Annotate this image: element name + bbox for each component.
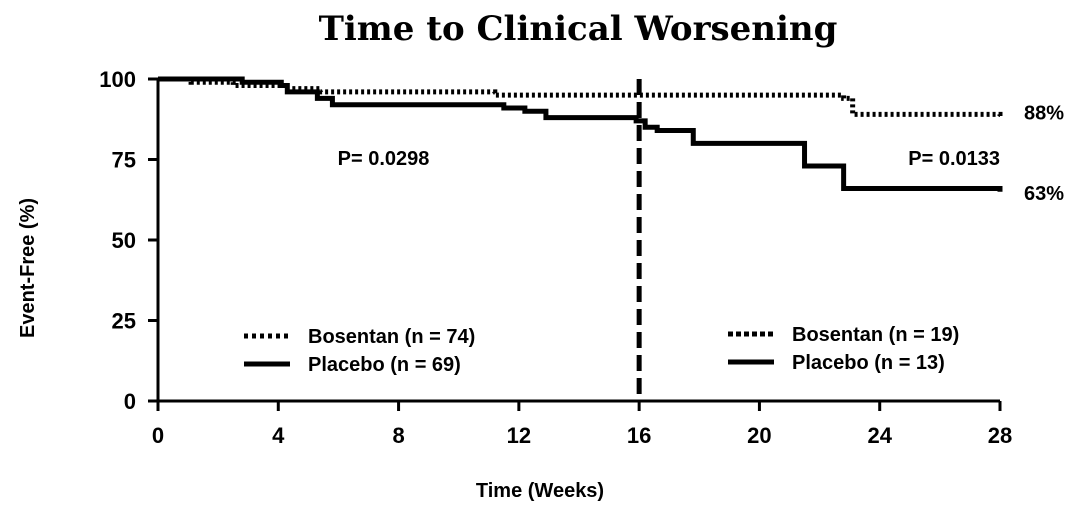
legend-box: Bosentan (n = 74) Placebo (n = 69) xyxy=(244,326,475,376)
x-ticks: 0 4 8 12 16 20 24 28 xyxy=(152,401,1012,448)
p-value-label: P= 0.0133 xyxy=(908,148,1000,170)
x-tick-label: 28 xyxy=(988,423,1012,448)
chart-title: Time to Clinical Worsening xyxy=(319,9,838,49)
end-value-label: 88% xyxy=(1024,103,1064,125)
end-value-label: 63% xyxy=(1024,183,1064,205)
legend-box: Bosentan (n = 19) Placebo (n = 13) xyxy=(728,324,959,374)
x-axis-label: Time (Weeks) xyxy=(476,480,604,502)
series-line-placebo xyxy=(158,76,1003,192)
x-tick-label: 12 xyxy=(507,423,531,448)
y-tick-label: 50 xyxy=(112,228,136,253)
legend-label: Bosentan (n = 74) xyxy=(308,326,475,348)
y-ticks: 0 25 50 75 100 xyxy=(99,67,158,414)
x-tick-label: 0 xyxy=(152,423,164,448)
y-axis-label: Event-Free (%) xyxy=(17,198,39,338)
series-line-bosentan xyxy=(158,76,1003,118)
legends: Bosentan (n = 74)Placebo (n = 69)Bosenta… xyxy=(244,324,959,376)
x-tick-label: 16 xyxy=(627,423,651,448)
y-tick-label: 75 xyxy=(112,148,136,173)
legend-label: Placebo (n = 13) xyxy=(792,352,945,374)
y-tick-label: 100 xyxy=(99,67,136,92)
x-tick-label: 20 xyxy=(747,423,771,448)
p-value-label: P= 0.0298 xyxy=(338,148,430,170)
y-tick-label: 25 xyxy=(112,309,136,334)
legend-label: Placebo (n = 69) xyxy=(308,354,461,376)
legend-label: Bosentan (n = 19) xyxy=(792,324,959,346)
plot-lines xyxy=(158,76,1003,401)
x-tick-label: 4 xyxy=(272,423,285,448)
x-tick-label: 8 xyxy=(392,423,404,448)
annotations: P= 0.0298 P= 0.0133 88% 63% xyxy=(338,103,1065,206)
x-tick-label: 24 xyxy=(867,423,892,448)
y-tick-label: 0 xyxy=(124,389,136,414)
